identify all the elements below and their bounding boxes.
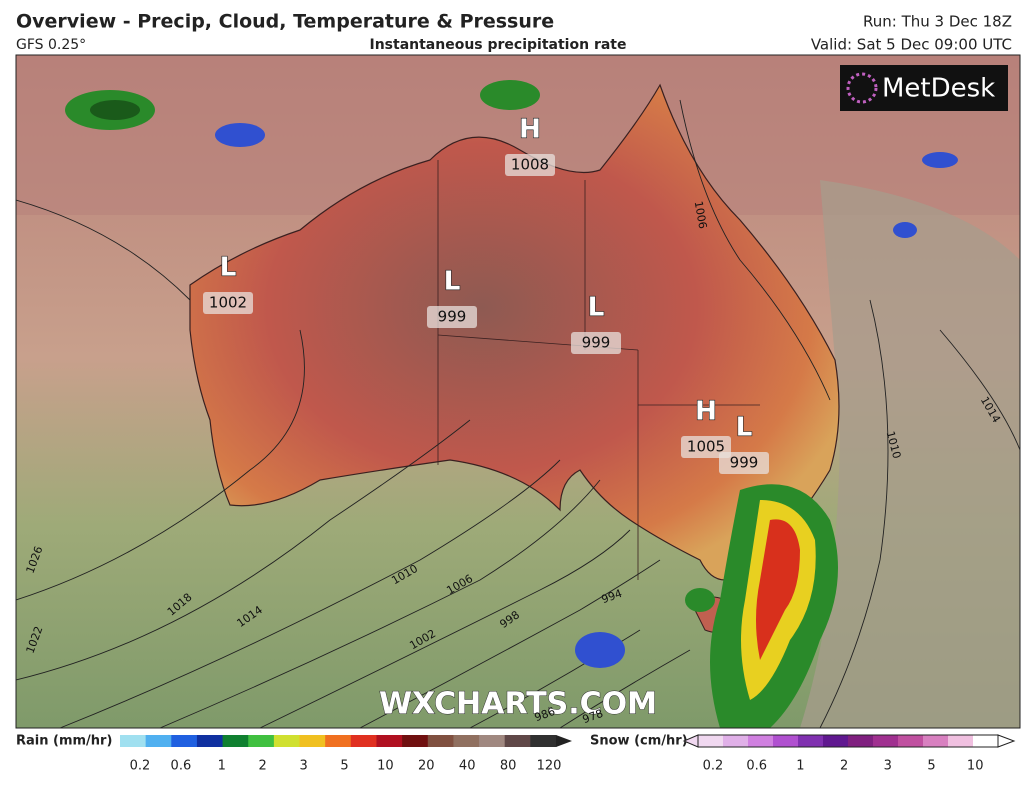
rain-legend-label: 5: [340, 759, 348, 774]
snow-color-step: [798, 735, 824, 747]
rain-color-step: [325, 735, 352, 747]
rain-color-step: [453, 735, 480, 747]
rain-legend-title: Rain (mm/hr): [16, 734, 112, 749]
rain-color-step: [145, 735, 172, 747]
valid-time: Valid: Sat 5 Dec 09:00 UTC: [811, 36, 1012, 54]
rain-legend-label: 3: [299, 759, 307, 774]
rain-color-step: [376, 735, 403, 747]
rain-legend-label: 1: [218, 759, 226, 774]
rain-color-step: [504, 735, 531, 747]
pressure-value-box: [719, 452, 769, 474]
rain-legend-label: 20: [418, 759, 435, 774]
snow-color-step: [773, 735, 799, 747]
logo-box: [840, 65, 1008, 111]
snow-bar-frame: [697, 734, 999, 748]
rain-color-step: [222, 735, 249, 747]
rain-color-step: [350, 735, 377, 747]
rain-color-step: [171, 735, 198, 747]
snow-legend-label: 0.2: [703, 759, 724, 774]
pressure-value: 1005: [687, 438, 725, 456]
snow-legend-label: 1: [796, 759, 804, 774]
snow-color-step: [973, 735, 999, 747]
pressure-letter: L: [220, 253, 237, 283]
snow-bar-arrow: [997, 734, 1016, 748]
run-time: Run: Thu 3 Dec 18Z: [863, 13, 1012, 31]
rain-color-step: [120, 735, 147, 747]
snow-color-step: [873, 735, 899, 747]
rain-color-step: [402, 735, 429, 747]
rain-legend-label: 2: [259, 759, 267, 774]
pressure-value-box: [571, 332, 621, 354]
pressure-value: 999: [438, 308, 467, 326]
precip-areas: [65, 80, 958, 728]
rain-color-step: [427, 735, 454, 747]
rain-color-step: [530, 735, 557, 747]
snow-legend-label: 3: [884, 759, 892, 774]
rain-color-step: [479, 735, 506, 747]
watermark: WXCHARTS.COM: [379, 687, 657, 722]
pressure-value-box: [681, 436, 731, 458]
snow-color-step: [698, 735, 724, 747]
snow-color-step: [748, 735, 774, 747]
map-frame: [15, 54, 1021, 729]
snow-legend-label: 0.6: [746, 759, 767, 774]
snow-color-step: [923, 735, 949, 747]
rain-color-step: [299, 735, 326, 747]
isobars: [16, 99, 1020, 728]
pressure-value-box: [203, 292, 253, 314]
rain-legend-label: 40: [459, 759, 476, 774]
snow-color-step: [723, 735, 749, 747]
pressure-letter: L: [588, 293, 605, 323]
snow-color-step: [848, 735, 874, 747]
snow-legend-title: Snow (cm/hr): [590, 734, 688, 749]
legend: 0.2 0.6 1 2 3 5 10 20 40 80 120 0.2 0.6 1 2 3 5 10: [120, 734, 1016, 774]
east-cloud: [800, 180, 1020, 728]
snow-legend-label: 5: [927, 759, 935, 774]
snow-color-step: [898, 735, 924, 747]
rain-legend-label: 10: [377, 759, 394, 774]
pressure-letter: H: [695, 397, 717, 427]
pressure-value: 1008: [511, 156, 549, 174]
pressure-value: 999: [730, 454, 759, 472]
rain-legend-label: 120: [537, 759, 562, 774]
snow-legend-label: 2: [840, 759, 848, 774]
pressure-value: 1002: [209, 294, 247, 312]
pressure-value-box: [505, 154, 555, 176]
rain-color-step: [273, 735, 301, 747]
subtitle: Instantaneous precipitation rate: [370, 37, 627, 53]
rain-color-step: [248, 735, 275, 747]
rain-color-step: [196, 735, 224, 747]
pressure-letter: L: [736, 413, 753, 443]
model: GFS 0.25°: [16, 37, 86, 53]
pressure-value-box: [427, 306, 477, 328]
isobar-label: 1006: [692, 200, 710, 230]
pressure-letter: L: [444, 267, 461, 297]
rain-legend-label: 80: [500, 759, 517, 774]
snow-color-step: [823, 735, 849, 747]
rain-legend-label: 0.6: [171, 759, 192, 774]
logo-icon: [846, 72, 878, 104]
pressure-value: 999: [582, 334, 611, 352]
rain-legend-label: 0.2: [130, 759, 151, 774]
snow-color-step: [948, 735, 974, 747]
logo: MetDesk: [882, 74, 995, 104]
rain-bar-arrow: [556, 735, 572, 747]
title: Overview - Precip, Cloud, Temperature & …: [16, 11, 554, 33]
pressure-letter: H: [519, 115, 541, 145]
snow-legend-label: 10: [967, 759, 984, 774]
